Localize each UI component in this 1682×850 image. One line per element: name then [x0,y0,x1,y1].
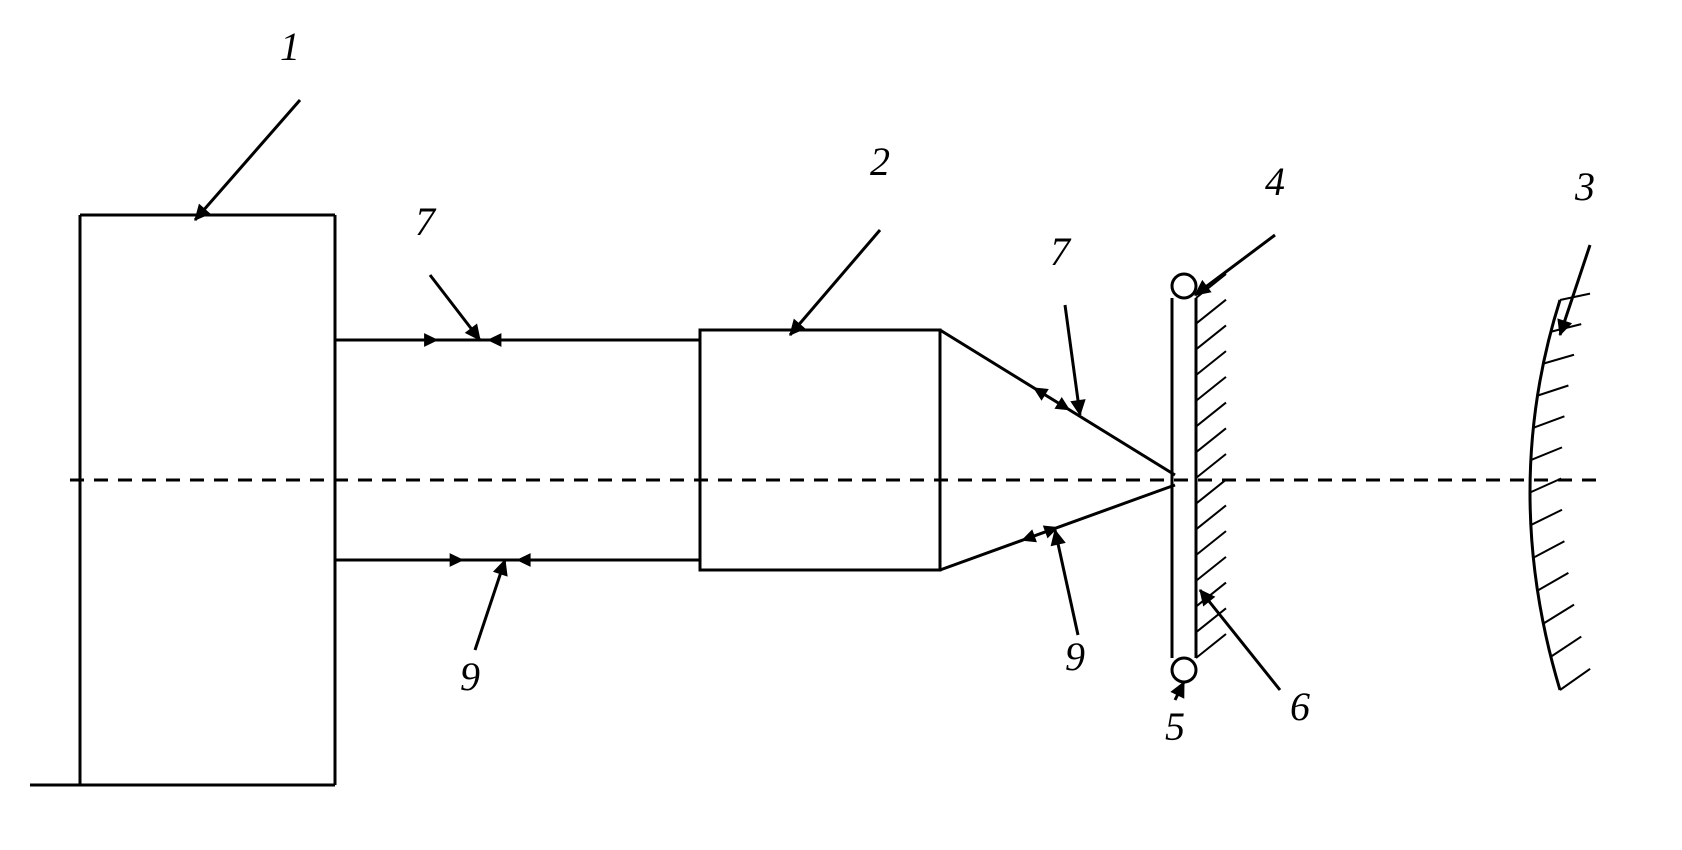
label-text-7b: 7 [1050,229,1072,274]
label-1: 1 [195,24,300,220]
label-9a: 9 [460,560,505,699]
label-text-1: 1 [280,24,300,69]
label-text-6: 6 [1290,684,1310,729]
curved-mirror [1530,294,1590,690]
label-text-5: 5 [1165,704,1185,749]
label-text-9a: 9 [460,654,480,699]
label-2: 2 [790,139,890,335]
label-3: 3 [1560,164,1595,335]
component-box-1 [30,215,335,785]
label-text-4: 4 [1265,159,1285,204]
label-7a: 7 [415,199,480,340]
label-text-3: 3 [1574,164,1595,209]
label-7b: 7 [1050,229,1080,415]
label-6: 6 [1200,590,1310,729]
roller-bottom [1172,658,1196,682]
ray-top_converge [940,330,1175,475]
label-9b: 9 [1055,530,1085,679]
label-text-2: 2 [870,139,890,184]
label-4: 4 [1195,159,1285,295]
label-text-9b: 9 [1065,634,1085,679]
label-text-7a: 7 [415,199,437,244]
component-box-2 [700,330,940,570]
barrier-assembly [1172,274,1226,682]
roller-top [1172,274,1196,298]
